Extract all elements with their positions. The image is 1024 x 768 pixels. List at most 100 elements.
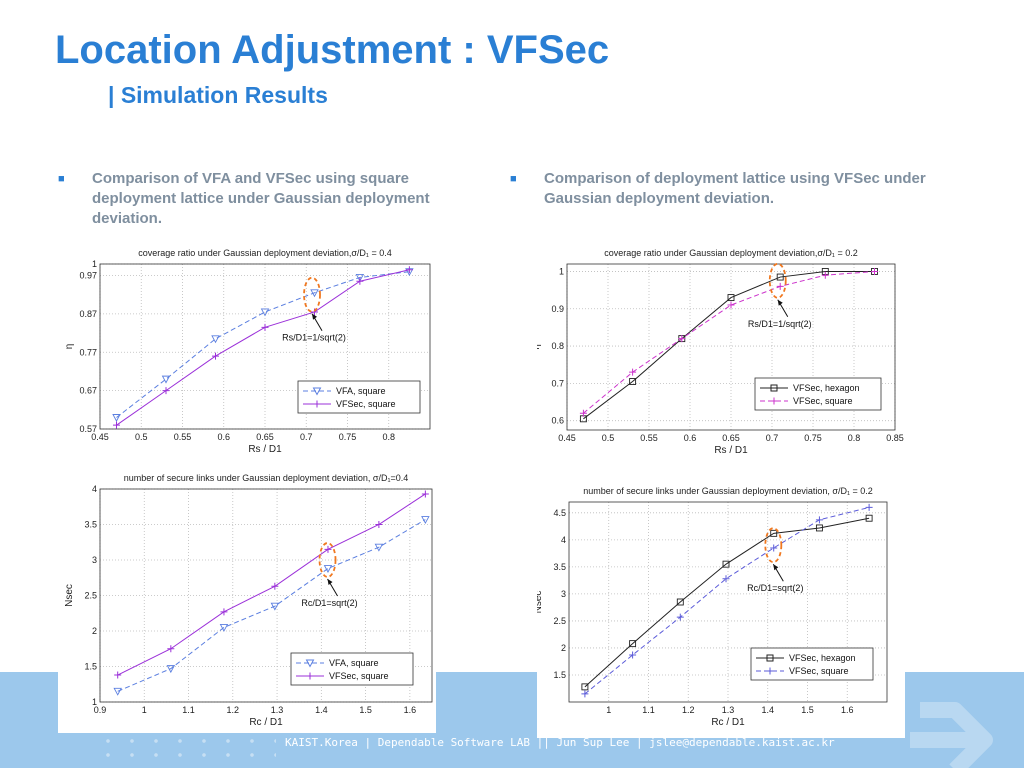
- annotation-label: Rc/D1=sqrt(2): [747, 583, 803, 593]
- y-tick-label: 1.5: [84, 662, 97, 672]
- bullet-left-text: Comparison of VFA and VFSec using square…: [92, 170, 430, 227]
- legend-label: VFSec, square: [329, 671, 389, 681]
- bullet-square-icon: ■: [510, 173, 517, 185]
- annotation-arrowhead: [327, 579, 333, 585]
- data-point: [114, 671, 122, 679]
- annotation-ellipse: [768, 262, 787, 299]
- y-axis-label: η: [64, 344, 75, 350]
- y-tick-label: 0.9: [551, 304, 564, 314]
- data-point: [356, 277, 364, 285]
- data-point: [260, 308, 270, 317]
- series-line-0: [116, 271, 410, 418]
- arrow-decoration-icon: [910, 702, 993, 768]
- legend-label: VFA, square: [336, 386, 386, 396]
- bullet-square-icon: ■: [58, 173, 65, 185]
- data-point: [629, 368, 637, 376]
- legend-label: VFSec, hexagon: [793, 383, 860, 393]
- x-tick-label: 1.6: [404, 705, 417, 715]
- x-tick-label: 0.55: [640, 433, 658, 443]
- legend-label: VFSec, square: [793, 396, 853, 406]
- secure-links-chart-04: number of secure links under Gaussian de…: [64, 473, 433, 728]
- data-point: [871, 267, 878, 275]
- plot-frame: [566, 263, 896, 431]
- legend-marker: [305, 659, 315, 668]
- chart-panel-1: coverage ratio under Gaussian deployment…: [58, 236, 436, 467]
- chart-panel-2: coverage ratio under Gaussian deployment…: [531, 236, 905, 457]
- legend-label: VFSec, square: [789, 666, 849, 676]
- x-tick-label: 1.4: [315, 705, 328, 715]
- data-point: [323, 565, 333, 573]
- data-point: [722, 560, 730, 568]
- dots-decoration: [96, 734, 276, 762]
- chart-panel-3: number of secure links under Gaussian de…: [58, 467, 436, 733]
- x-tick-label: 1: [606, 705, 611, 715]
- legend-marker: [770, 384, 778, 392]
- data-point: [421, 490, 429, 498]
- y-tick-label: 1: [92, 697, 97, 707]
- data-point: [722, 575, 730, 583]
- y-tick-label: 0.67: [79, 386, 97, 396]
- x-tick-label: 1.2: [682, 705, 695, 715]
- x-tick-label: 1.5: [801, 705, 814, 715]
- data-point: [421, 516, 430, 524]
- data-point: [776, 282, 784, 290]
- series-line-0: [583, 270, 875, 420]
- x-tick-label: 0.8: [382, 432, 395, 442]
- data-point: [629, 651, 637, 659]
- data-point: [865, 503, 873, 511]
- x-tick-label: 0.45: [91, 432, 109, 442]
- x-tick-label: 0.6: [684, 433, 697, 443]
- x-tick-label: 0.65: [722, 433, 740, 443]
- x-tick-label: 0.65: [256, 432, 274, 442]
- y-tick-label: 4: [561, 535, 566, 545]
- data-point: [219, 624, 229, 632]
- data-point: [581, 683, 589, 691]
- annotation-arrowhead: [777, 299, 783, 306]
- annotation-ellipse: [318, 542, 337, 578]
- y-axis-label: Nsec: [537, 591, 544, 614]
- annotation-label: Rs/D1=1/sqrt(2): [282, 333, 346, 343]
- data-point: [261, 323, 269, 331]
- data-point: [374, 543, 384, 552]
- y-tick-label: 0.77: [79, 347, 97, 357]
- secure-links-chart-02: number of secure links under Gaussian de…: [533, 486, 888, 728]
- data-point: [355, 273, 365, 282]
- data-point: [676, 613, 684, 621]
- y-tick-label: 3.5: [553, 562, 566, 572]
- data-point: [113, 421, 120, 429]
- x-tick-label: 0.45: [558, 433, 576, 443]
- y-tick-label: 0.6: [551, 416, 564, 426]
- data-point: [579, 409, 587, 417]
- data-point: [678, 335, 686, 343]
- slide-subtitle: | Simulation Results: [108, 82, 328, 108]
- data-point: [581, 690, 589, 698]
- legend-box: [750, 647, 874, 681]
- legend-label: VFA, square: [329, 658, 379, 668]
- x-tick-label: 0.7: [766, 433, 779, 443]
- coverage-chart-04: coverage ratio under Gaussian deployment…: [64, 248, 431, 455]
- series-line-0: [584, 517, 870, 688]
- data-point: [310, 289, 319, 298]
- x-tick-label: 0.8: [848, 433, 861, 443]
- y-axis-label: Nsec: [64, 584, 75, 607]
- bullet-right: ■ Comparison of deployment lattice using…: [510, 169, 944, 209]
- x-tick-label: 1.3: [271, 705, 284, 715]
- x-axis-label: Rs / D1: [248, 444, 282, 455]
- annotation-label: Rs/D1=1/sqrt(2): [748, 319, 812, 329]
- data-point: [162, 387, 170, 395]
- y-tick-label: 0.7: [551, 378, 564, 388]
- legend-label: VFSec, square: [336, 399, 396, 409]
- legend-marker: [766, 654, 774, 662]
- bullet-left: ■ Comparison of VFA and VFSec using squa…: [58, 169, 492, 229]
- data-point: [770, 544, 778, 552]
- legend-box: [297, 380, 421, 414]
- data-point: [113, 687, 122, 696]
- data-point: [112, 414, 121, 422]
- data-point: [770, 529, 778, 537]
- chart-title: coverage ratio under Gaussian deployment…: [138, 248, 392, 258]
- data-point: [271, 582, 279, 590]
- x-tick-label: 1.1: [642, 705, 655, 715]
- y-tick-label: 4.5: [553, 508, 566, 518]
- annotation-arrowhead: [312, 313, 318, 320]
- data-point: [815, 516, 823, 524]
